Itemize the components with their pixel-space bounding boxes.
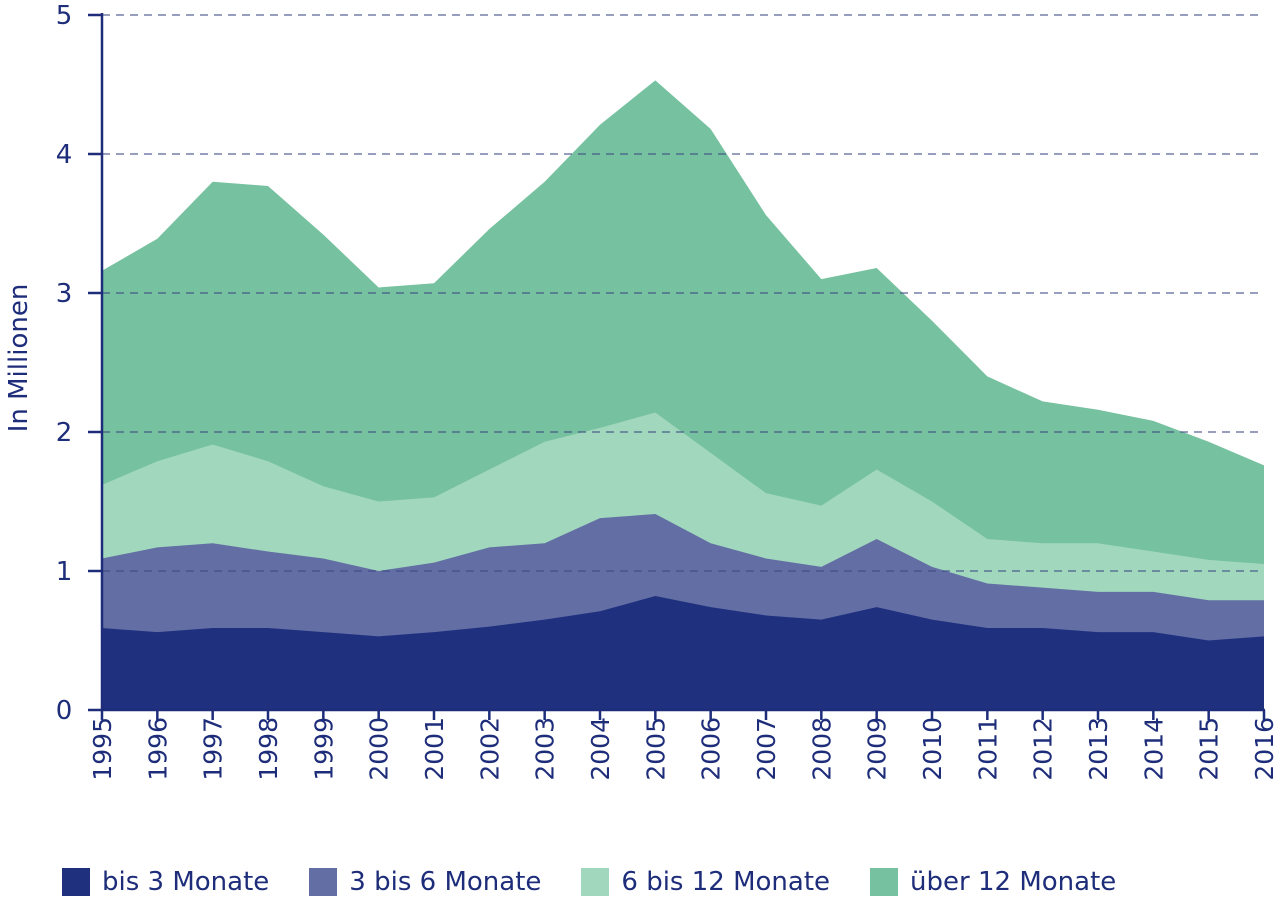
stacked-area-chart: 0 1 2 3 4 5 1995 1996 1997 1998 1999 2000 2001 2002 20… <box>4 1 1279 781</box>
x-tick-label: 1998 <box>254 717 283 781</box>
x-tick-label: 2006 <box>697 717 726 781</box>
x-tick-label: 2003 <box>531 717 560 781</box>
legend-item: bis 3 Monate <box>62 867 269 897</box>
area-series-1 <box>102 596 1264 710</box>
x-tick-label: 2010 <box>918 717 947 781</box>
x-tick-label: 1999 <box>309 717 338 781</box>
x-tick-label: 2015 <box>1195 717 1224 781</box>
legend-item: 3 bis 6 Monate <box>309 867 541 897</box>
legend-swatch <box>309 868 338 896</box>
y-tick-label: 1 <box>56 557 73 587</box>
legend-label: 6 bis 12 Monate <box>621 867 831 897</box>
x-tick-label: 2000 <box>365 717 394 781</box>
legend-label: über 12 Monate <box>910 867 1117 897</box>
area-series-group <box>102 80 1264 710</box>
legend-item: 6 bis 12 Monate <box>581 867 830 897</box>
legend-label: bis 3 Monate <box>102 867 270 897</box>
legend-swatch <box>62 868 90 896</box>
x-tick-label: 2016 <box>1250 717 1279 781</box>
x-tick-label: 1996 <box>143 717 172 781</box>
x-tick-label: 1995 <box>88 717 117 781</box>
y-axis-label: In Millionen <box>4 284 34 433</box>
x-tick-label: 2014 <box>1139 717 1168 781</box>
x-tick-label: 2007 <box>752 717 781 781</box>
gridlines <box>102 14 1264 572</box>
x-tick-label: 2009 <box>863 717 892 781</box>
axes: 0 1 2 3 4 5 1995 1996 1997 1998 1999 2000 2001 2002 20… <box>56 1 1279 781</box>
y-tick-label: 5 <box>56 1 73 31</box>
legend-item: über 12 Monate <box>870 867 1116 897</box>
y-tick-label: 3 <box>56 279 73 309</box>
x-tick-label: 2011 <box>973 717 1002 781</box>
x-tick-label: 2004 <box>586 717 615 781</box>
x-tick-label: 2001 <box>420 717 449 781</box>
y-tick-label: 4 <box>56 140 73 170</box>
y-tick-label: 0 <box>56 696 73 726</box>
legend: bis 3 Monate 3 bis 6 Monate 6 bis 12 Monat… <box>62 862 1156 902</box>
legend-label: 3 bis 6 Monate <box>349 867 542 897</box>
x-tick-label: 2008 <box>807 717 836 781</box>
legend-swatch <box>581 868 610 896</box>
x-tick-label: 2002 <box>475 717 504 781</box>
x-tick-label: 2012 <box>1029 717 1058 781</box>
x-tick-label: 2005 <box>641 717 670 781</box>
y-tick-label: 2 <box>56 418 73 448</box>
x-tick-label: 1997 <box>199 717 228 781</box>
legend-swatch <box>870 868 899 896</box>
x-tick-label: 2013 <box>1084 717 1113 781</box>
